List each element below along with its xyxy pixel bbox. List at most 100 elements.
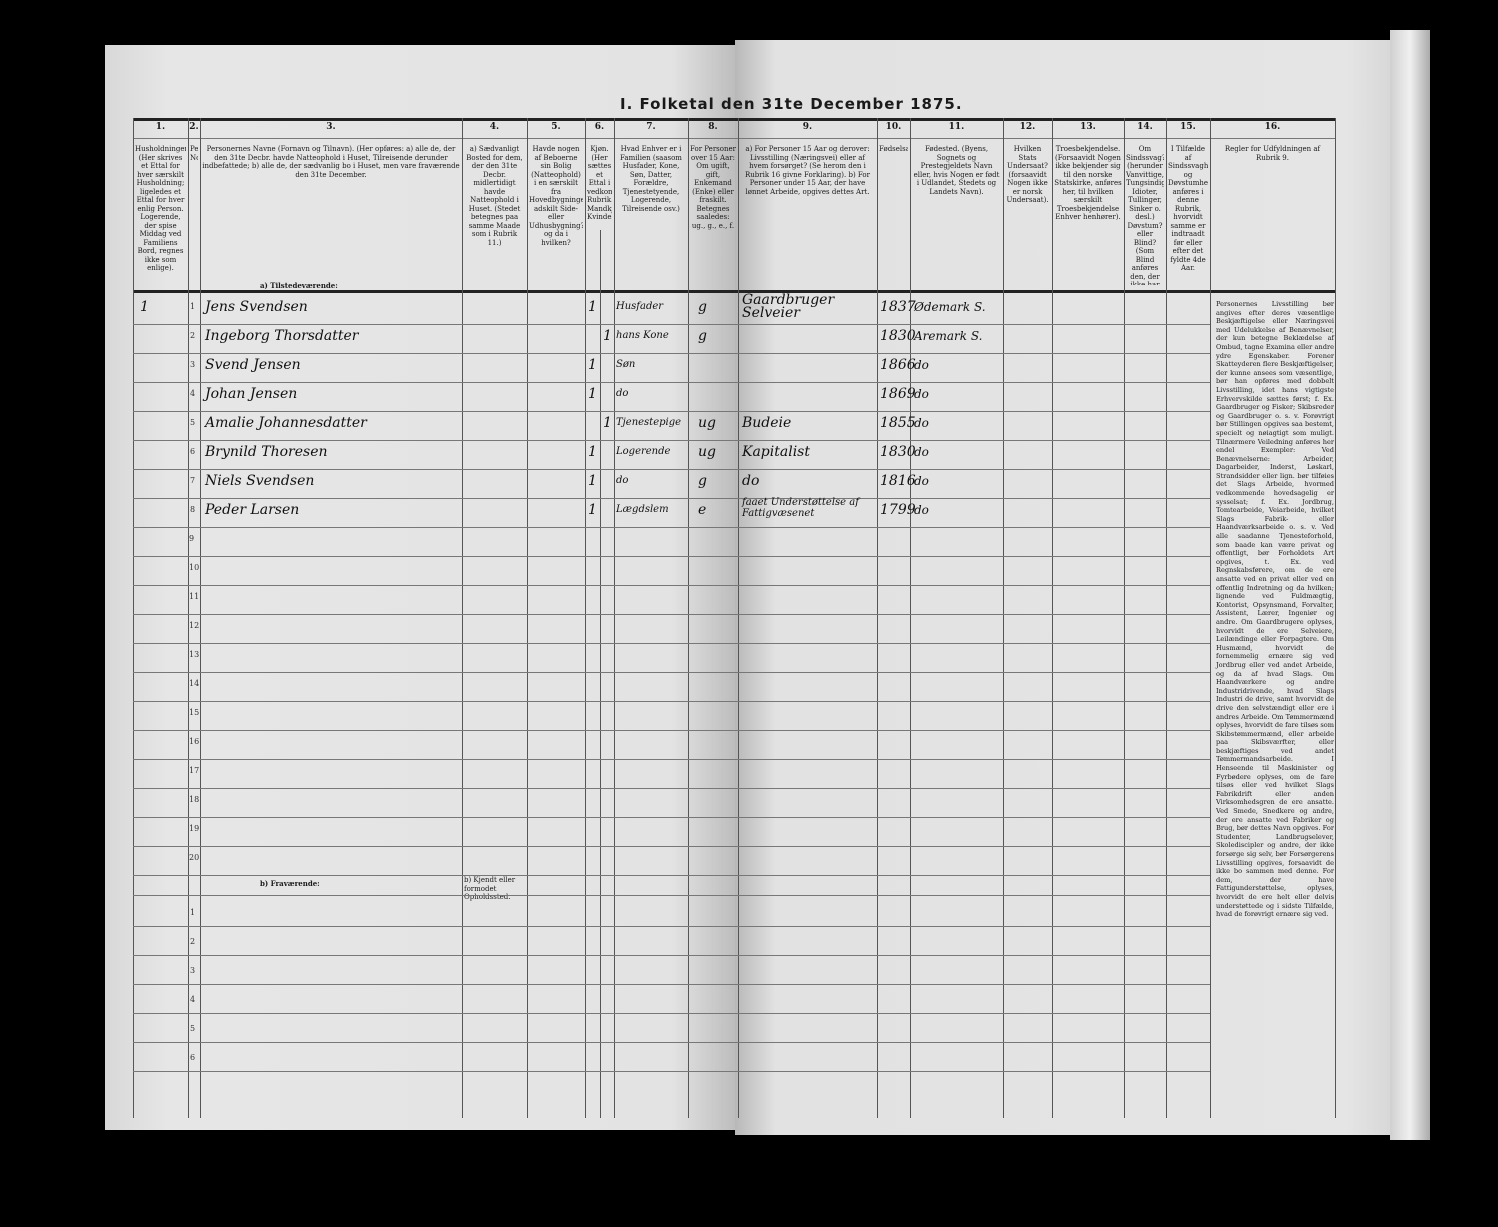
person-name: Johan Jensen — [205, 386, 298, 402]
birth-year: 1837 — [880, 299, 916, 315]
column-number: 8. — [708, 122, 718, 132]
civil-status: e — [698, 502, 707, 518]
row-rule — [133, 846, 1210, 847]
column-header: Hvilken Stats Undersaat? (forsaavidt Nog… — [1006, 145, 1049, 204]
sex-male: 1 — [588, 357, 597, 373]
sex-male: 1 — [588, 299, 597, 315]
column-number: 10. — [885, 122, 902, 132]
row-number: 2 — [190, 331, 196, 340]
sex-female: 1 — [603, 328, 612, 344]
column-header: Personernes No. — [190, 145, 198, 162]
column-divider — [188, 118, 189, 1118]
row-number: 14 — [189, 679, 200, 688]
section-present-label: a) Tilstedeværende: — [260, 282, 338, 290]
person-name: Brynild Thoresen — [205, 444, 328, 460]
column-header: a) Sædvanligt Bosted for dem, der den 31… — [466, 145, 523, 247]
row-number: 15 — [189, 708, 200, 717]
occupation: Gaardbruger Selveier — [742, 292, 835, 321]
column-header: Hvad Enhver er i Familien (saasom Husfad… — [620, 145, 682, 213]
row-number: 2 — [190, 937, 196, 946]
column-number: 1. — [155, 122, 166, 132]
occupation: Budeie — [742, 415, 792, 431]
row-rule — [133, 324, 1210, 325]
row-rule — [133, 672, 1210, 673]
column-header: Fødested. (Byens, Sognets og Prestegjeld… — [913, 145, 1000, 196]
birthplace: Aremark S. — [914, 329, 983, 343]
column-divider — [738, 118, 739, 1118]
column-header: a) For Personer 15 Aar og derover: Livss… — [745, 145, 870, 196]
birthplace: Ødemark S. — [914, 300, 986, 314]
column-number: 5. — [551, 122, 561, 132]
column-header: I Tilfælde af Sindssvaghed og Døvstumhed… — [1168, 145, 1208, 272]
row-rule — [133, 614, 1210, 615]
row-rule — [133, 411, 1210, 412]
column-number: 9. — [802, 122, 813, 132]
row-rule — [133, 498, 1210, 499]
row-rule — [133, 585, 1210, 586]
sex-divider — [600, 230, 601, 1118]
column-divider — [1003, 118, 1004, 1118]
person-name: Niels Svendsen — [205, 473, 315, 489]
birthplace: do — [914, 503, 929, 517]
birth-year: 1816 — [880, 473, 916, 489]
row-number: 4 — [190, 389, 196, 398]
row-rule — [133, 556, 1210, 557]
row-number: 4 — [190, 995, 196, 1004]
page-title: I. Folketal den 31te December 1875. — [620, 95, 963, 113]
absent-location-header: b) Kjendt eller formodet Opholdssted. — [464, 876, 516, 901]
column-divider — [200, 118, 201, 1118]
civil-status: g — [698, 473, 707, 489]
column-number: 14. — [1137, 122, 1153, 132]
row-rule — [133, 1042, 1210, 1043]
left-page — [105, 45, 735, 1130]
absent-section-rule — [133, 895, 1210, 896]
row-number: 5 — [190, 1024, 196, 1033]
row-rule — [133, 469, 1210, 470]
person-name: Amalie Johannesdatter — [205, 415, 367, 431]
person-name: Svend Jensen — [205, 357, 301, 373]
row-rule — [133, 759, 1210, 760]
row-number: 13 — [189, 650, 200, 659]
household-count: 1 — [140, 299, 149, 315]
column-number: 2. — [189, 122, 199, 132]
birthplace: do — [914, 474, 929, 488]
birth-year: 1869 — [880, 386, 916, 402]
column-divider — [527, 118, 528, 1118]
column-number: 11. — [948, 122, 965, 132]
sex-male: 1 — [588, 444, 597, 460]
row-number: 10 — [189, 563, 200, 572]
column-divider — [1166, 118, 1167, 1118]
sex-female: 1 — [603, 415, 612, 431]
row-number: 3 — [190, 966, 196, 975]
row-number: 1 — [190, 302, 196, 311]
birth-year: 1866 — [880, 357, 916, 373]
birth-year: 1799 — [880, 502, 916, 518]
right-page — [735, 40, 1415, 1135]
row-rule — [133, 926, 1210, 927]
row-rule — [133, 984, 1210, 985]
section-absent-label: b) Fraværende: — [260, 880, 320, 888]
column-number: 4. — [489, 122, 500, 132]
sex-male: 1 — [588, 386, 597, 402]
column-header: Havde nogen af Beboerne sin Bolig (Natte… — [529, 145, 583, 247]
occupation: do — [742, 473, 760, 489]
column-divider — [462, 118, 463, 1118]
birth-year: 1855 — [880, 415, 916, 431]
row-rule — [133, 1013, 1210, 1014]
row-rule — [133, 730, 1210, 731]
birthplace: do — [914, 358, 929, 372]
sex-male: 1 — [588, 473, 597, 489]
column-divider — [1210, 118, 1211, 1118]
column-header: Personernes Navne (Fornavn og Tilnavn). … — [202, 145, 460, 179]
family-role: Lægdslem — [616, 504, 669, 515]
row-number: 11 — [189, 592, 200, 601]
column-divider — [1052, 118, 1053, 1118]
civil-status: g — [698, 328, 707, 344]
family-role: Tjenestepige — [616, 417, 682, 428]
row-number: 12 — [189, 621, 200, 630]
row-rule — [133, 875, 1210, 876]
row-number: 3 — [190, 360, 196, 369]
sex-male: 1 — [588, 502, 597, 518]
column-number: 3. — [326, 122, 336, 132]
column-header: Husholdninger. (Her skrives et Ettal for… — [135, 145, 186, 272]
